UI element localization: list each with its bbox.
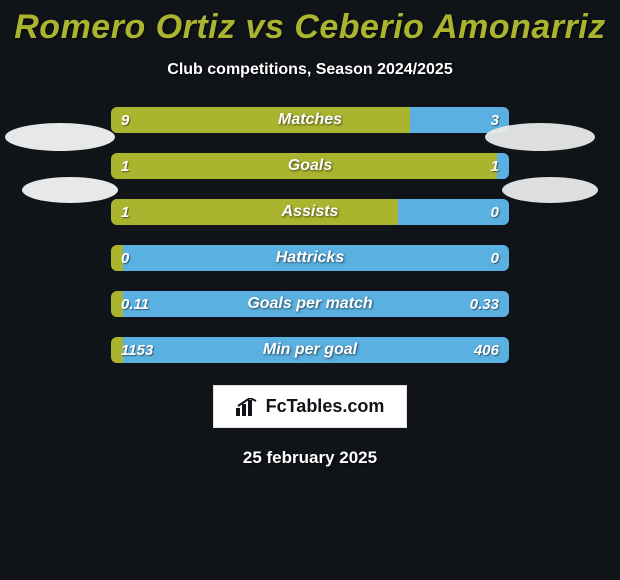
stat-row: 1153406Min per goal xyxy=(0,337,620,363)
stat-bar: 1153406Min per goal xyxy=(111,337,509,363)
stat-seg-left xyxy=(111,199,398,225)
stat-row: 00Hattricks xyxy=(0,245,620,271)
stat-value-right: 406 xyxy=(464,337,509,363)
stat-seg-right xyxy=(123,245,509,271)
stat-seg-right xyxy=(123,291,509,317)
stat-bar: 00Hattricks xyxy=(111,245,509,271)
date-label: 25 february 2025 xyxy=(243,448,377,468)
stat-row: 11Goals xyxy=(0,153,620,179)
stat-value-right: 0 xyxy=(481,199,509,225)
player-oval-right xyxy=(502,177,598,203)
stat-seg-left xyxy=(111,107,410,133)
logo-text: FcTables.com xyxy=(266,396,385,417)
logo-box: FcTables.com xyxy=(213,385,408,428)
stat-value-left: 9 xyxy=(111,107,139,133)
stat-value-right: 0 xyxy=(481,245,509,271)
page-title: Romero Ortiz vs Ceberio Amonarriz xyxy=(14,8,605,47)
subtitle: Club competitions, Season 2024/2025 xyxy=(167,61,452,79)
stat-value-left: 0.11 xyxy=(111,291,159,317)
player-oval-left xyxy=(22,177,118,203)
stat-value-right: 1 xyxy=(481,153,509,179)
stat-value-left: 1 xyxy=(111,153,139,179)
player-oval-left xyxy=(5,123,115,151)
stat-value-left: 0 xyxy=(111,245,139,271)
stat-row: 10Assists xyxy=(0,199,620,225)
stat-bar: 11Goals xyxy=(111,153,509,179)
stat-seg-right xyxy=(123,337,509,363)
stat-bar: 93Matches xyxy=(111,107,509,133)
player-oval-right xyxy=(485,123,595,151)
stat-row: 0.110.33Goals per match xyxy=(0,291,620,317)
stat-seg-left xyxy=(111,153,497,179)
stat-value-left: 1 xyxy=(111,199,139,225)
chart-icon xyxy=(236,398,258,416)
stat-value-left: 1153 xyxy=(111,337,163,363)
stat-bar: 0.110.33Goals per match xyxy=(111,291,509,317)
stat-bar: 10Assists xyxy=(111,199,509,225)
stat-value-right: 0.33 xyxy=(460,291,509,317)
